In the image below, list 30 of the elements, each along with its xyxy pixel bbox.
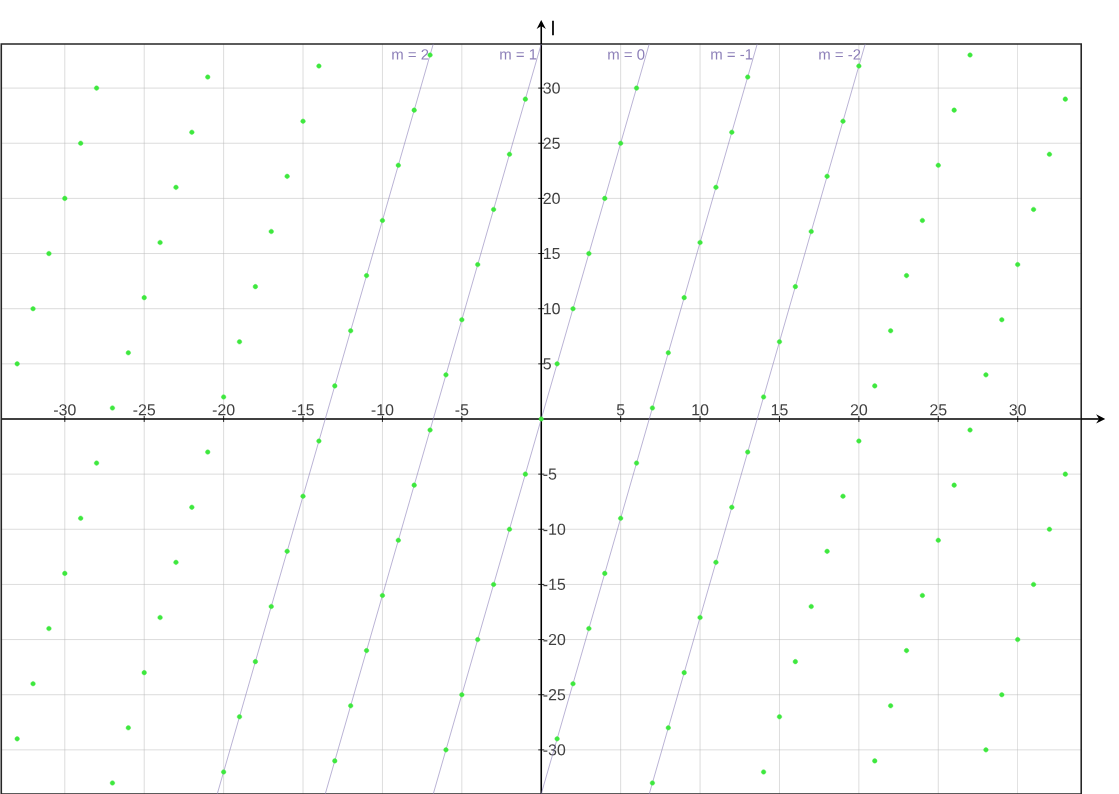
y-tick-label: -5 [543, 468, 557, 480]
y-tick-label: 25 [543, 137, 560, 149]
x-tick-label: -10 [371, 404, 394, 416]
y-tick-label: -15 [543, 578, 566, 590]
x-tick-label: 20 [850, 404, 868, 416]
y-tick-label: 30 [543, 82, 560, 94]
series-label: m = -2 [819, 49, 861, 60]
x-tick-label: -20 [212, 404, 235, 416]
x-tick-label: -30 [53, 404, 76, 416]
y-tick-label: -10 [543, 523, 566, 535]
y-tick-label: 20 [543, 192, 560, 205]
series-label: m = 0 [608, 49, 645, 60]
x-tick-label: 10 [692, 404, 709, 416]
series-label: m = 1 [500, 49, 537, 60]
y-tick-label: 5 [543, 358, 551, 370]
x-tick-label: -15 [292, 404, 314, 416]
series-label: m = -1 [711, 49, 753, 60]
series-label: m = 2 [392, 49, 429, 60]
x-tick-label: -5 [455, 404, 469, 416]
x-tick-label: 15 [771, 404, 788, 416]
y-tick-label: -25 [543, 689, 566, 701]
x-tick-label: 5 [616, 404, 625, 416]
x-tick-label: -25 [133, 404, 156, 416]
y-axis-title: l [552, 20, 554, 36]
y-tick-label: 10 [543, 303, 560, 315]
y-tick-label: -30 [543, 744, 566, 756]
x-tick-label: 25 [930, 404, 947, 416]
x-tick-label: 30 [1009, 404, 1026, 416]
y-tick-label: 15 [543, 247, 560, 260]
y-tick-label: -20 [543, 633, 566, 646]
